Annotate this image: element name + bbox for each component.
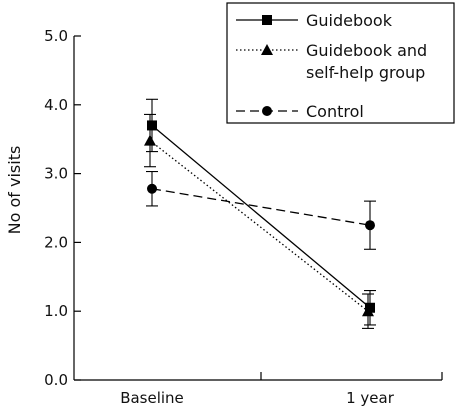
y-tick-label: 2.0 [44, 233, 68, 251]
data-point [365, 302, 375, 313]
x-tick-label: Baseline [120, 389, 184, 407]
data-point [147, 120, 157, 131]
data-point [362, 305, 374, 317]
data-point [365, 220, 375, 231]
legend-label: Control [306, 102, 364, 121]
legend-marker [261, 44, 273, 55]
y-tick-label: 0.0 [44, 371, 68, 389]
x-axis: Baseline 1 year [74, 372, 443, 407]
y-axis: 0.0 1.0 2.0 3.0 4.0 5.0 [44, 27, 81, 389]
series-line [151, 124, 371, 309]
y-tick-label: 5.0 [44, 27, 68, 45]
y-tick-label: 1.0 [44, 302, 68, 320]
series-line [149, 140, 369, 312]
series-1 [144, 113, 374, 329]
legend-marker [262, 15, 272, 25]
legend-label: Guidebook [306, 11, 393, 30]
x-tick-label: 1 year [346, 389, 395, 407]
y-tick-label: 4.0 [44, 96, 68, 114]
y-axis-label: No of visits [5, 146, 24, 235]
series-2 [146, 170, 376, 250]
data-point [144, 134, 156, 146]
series-line [151, 188, 371, 226]
legend-label: self-help group [306, 63, 425, 82]
legend: Guidebook Guidebook and self-help group Con… [226, 2, 455, 124]
series-0 [146, 98, 376, 326]
y-tick-label: 3.0 [44, 165, 68, 183]
series-layer [144, 98, 376, 329]
data-point [147, 183, 157, 194]
legend-marker [262, 106, 272, 116]
legend-label: Guidebook and [306, 41, 427, 60]
